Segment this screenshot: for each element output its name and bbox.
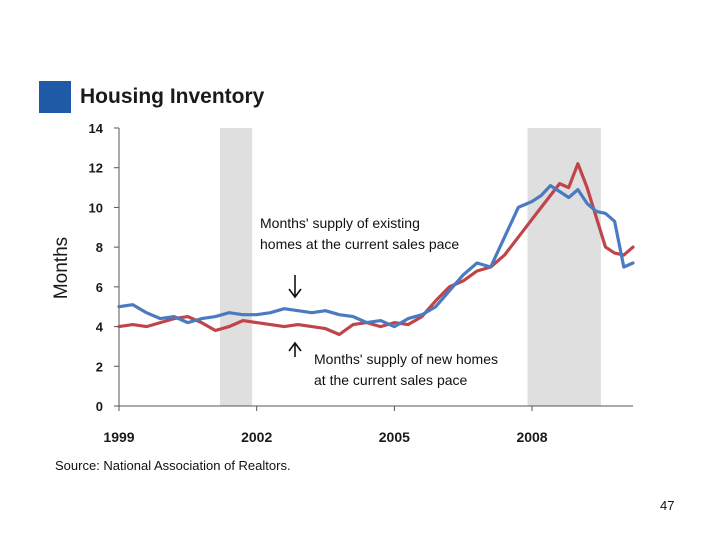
source-note: Source: National Association of Realtors…: [55, 458, 291, 473]
axes-group: [114, 127, 633, 411]
recession-band-1: [219, 128, 253, 406]
chart-title: Housing Inventory: [80, 85, 265, 108]
annotation-new-line-2: at the current sales pace: [314, 372, 468, 388]
x-tick-label-2002: 2002: [241, 429, 272, 445]
x-tick-label-2005: 2005: [379, 429, 410, 445]
y-tick-label-14: 14: [89, 121, 104, 136]
arrow-up-icon: [288, 341, 302, 357]
title-square: [39, 81, 71, 113]
x-tick-label-2008: 2008: [516, 429, 547, 445]
series-group: [117, 162, 635, 337]
y-tick-label-2: 2: [96, 359, 103, 374]
tick-label-group: 0 2 4 6 8 10 12 14 1999 2002 2005 2008: [89, 121, 548, 445]
annotation-new-line-1: Months' supply of new homes: [314, 351, 498, 367]
annotation-existing-line-1: Months' supply of existing: [260, 215, 420, 231]
y-tick-label-0: 0: [96, 399, 103, 414]
y-tick-label-4: 4: [96, 320, 104, 335]
y-tick-label-8: 8: [96, 240, 103, 255]
arrow-down-icon: [288, 275, 302, 299]
x-tick-label-1999: 1999: [103, 429, 134, 445]
y-axis-label: Months: [51, 237, 72, 299]
y-tick-label-10: 10: [89, 200, 103, 215]
y-tick-label-12: 12: [89, 161, 103, 176]
recession-shading-group: [219, 128, 601, 406]
series-line-existing-homes: [117, 184, 635, 329]
page-number: 47: [660, 498, 675, 513]
y-tick-label-6: 6: [96, 280, 103, 295]
recession-band-2: [527, 128, 601, 406]
annotation-existing-line-2: homes at the current sales pace: [260, 236, 459, 252]
